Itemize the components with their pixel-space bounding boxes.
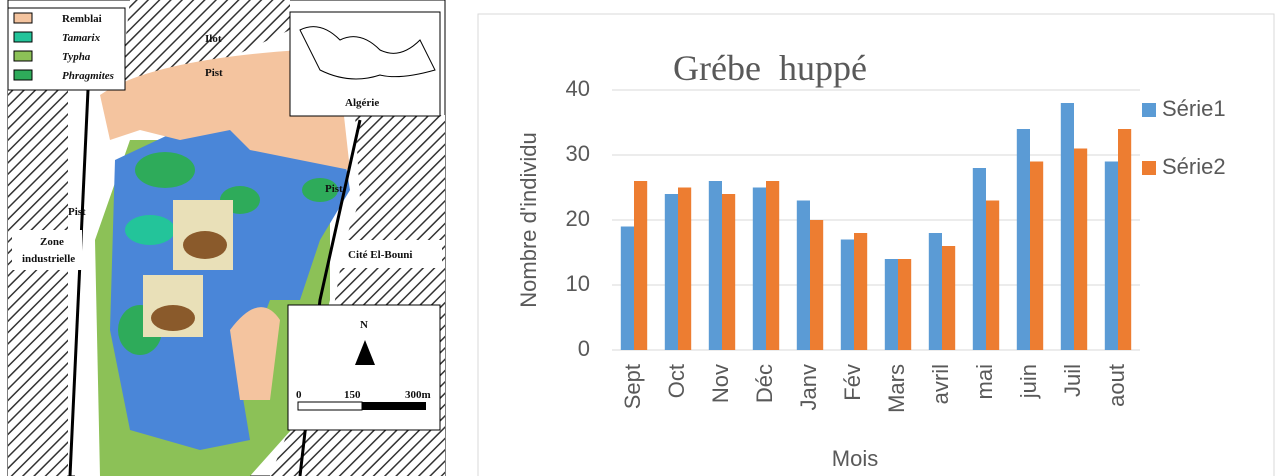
place-label: Zone — [40, 236, 64, 248]
north-arrow — [355, 340, 375, 365]
hatched-area — [8, 90, 68, 476]
scale-bar — [297, 401, 363, 411]
inset-coast — [299, 26, 436, 80]
bar — [1074, 148, 1088, 350]
x-tick-label: Sept — [620, 364, 645, 409]
bar — [1104, 161, 1118, 350]
place-label: Pist — [68, 206, 86, 218]
x-tick-label: Juil — [1060, 364, 1085, 397]
x-axis-title: Mois — [832, 446, 878, 471]
legend-swatch — [1142, 103, 1156, 117]
bar — [708, 181, 722, 350]
bar — [1030, 161, 1044, 350]
y-axis-title: Nombre d'individu — [516, 132, 541, 307]
place-label: Ilot — [205, 33, 222, 45]
map: Remblai Tamarix Typha Phragmites Ilot Pi… — [7, 0, 446, 476]
legend-label: Série1 — [1162, 96, 1226, 121]
bar — [1060, 103, 1074, 350]
x-tick-label: Janv — [796, 364, 821, 410]
place-label: Pist — [325, 183, 343, 195]
water-area — [110, 120, 350, 450]
x-tick-label: Nov — [708, 364, 733, 403]
legend-swatch — [1142, 161, 1156, 175]
chart-title: Grébe huppé — [673, 48, 867, 88]
bar — [1118, 129, 1132, 350]
x-tick-label: Déc — [752, 364, 777, 403]
y-tick-label: 10 — [566, 271, 590, 296]
bar — [986, 200, 1000, 350]
x-tick-label: juin — [1016, 364, 1041, 399]
remblai-area — [100, 50, 350, 170]
bar — [634, 181, 648, 350]
legend-swatch — [13, 31, 33, 43]
legend-label: Tamarix — [62, 32, 101, 44]
x-tick-label: mai — [972, 364, 997, 399]
bar — [766, 181, 780, 350]
scale-label: 0 — [296, 389, 302, 401]
bar — [884, 259, 898, 350]
bar — [752, 187, 766, 350]
bar — [620, 226, 634, 350]
bar — [722, 194, 736, 350]
scale-bar — [362, 402, 426, 410]
legend-swatch — [13, 12, 33, 24]
x-tick-label: Oct — [664, 364, 689, 398]
place-label: industrielle — [22, 253, 75, 265]
remblai-area — [230, 307, 280, 400]
y-tick-label: 40 — [566, 76, 590, 101]
legend-label: Phragmites — [62, 70, 114, 82]
phragmites-patch — [302, 178, 338, 202]
x-tick-label: aout — [1104, 364, 1129, 407]
scale-label: 300m — [405, 389, 431, 401]
legend-label: Série2 — [1162, 154, 1226, 179]
y-tick-label: 20 — [566, 206, 590, 231]
bird-illustration — [151, 305, 195, 331]
legend-label: Remblai — [62, 13, 102, 25]
place-label: Algérie — [345, 97, 379, 109]
bar — [972, 168, 986, 350]
place-label: Pist — [205, 67, 223, 79]
bar — [664, 194, 678, 350]
place-label: Cité El-Bouni — [348, 249, 412, 261]
phragmites-patch — [135, 152, 195, 188]
track — [68, 89, 90, 476]
legend-label: Typha — [62, 51, 91, 63]
bar — [928, 233, 942, 350]
legend-swatch — [13, 69, 33, 81]
scale-label: 150 — [344, 389, 361, 401]
bar — [898, 259, 912, 350]
bar — [942, 246, 956, 350]
bar — [678, 187, 692, 350]
bar — [1016, 129, 1030, 350]
label-box — [340, 240, 442, 268]
x-tick-label: Fév — [840, 364, 865, 401]
north-label: N — [360, 319, 368, 331]
inset-map — [289, 11, 441, 117]
bar — [796, 200, 810, 350]
tamarix-patch — [125, 215, 175, 245]
bar — [840, 239, 854, 350]
chart-frame — [477, 13, 1275, 476]
bar — [810, 220, 824, 350]
bird-illustration — [183, 231, 227, 259]
y-tick-label: 0 — [578, 336, 590, 361]
label-box — [12, 230, 82, 270]
bar — [854, 233, 868, 350]
x-tick-label: avril — [928, 364, 953, 404]
y-tick-label: 30 — [566, 141, 590, 166]
legend-swatch — [13, 50, 33, 62]
x-tick-label: Mars — [884, 364, 909, 413]
